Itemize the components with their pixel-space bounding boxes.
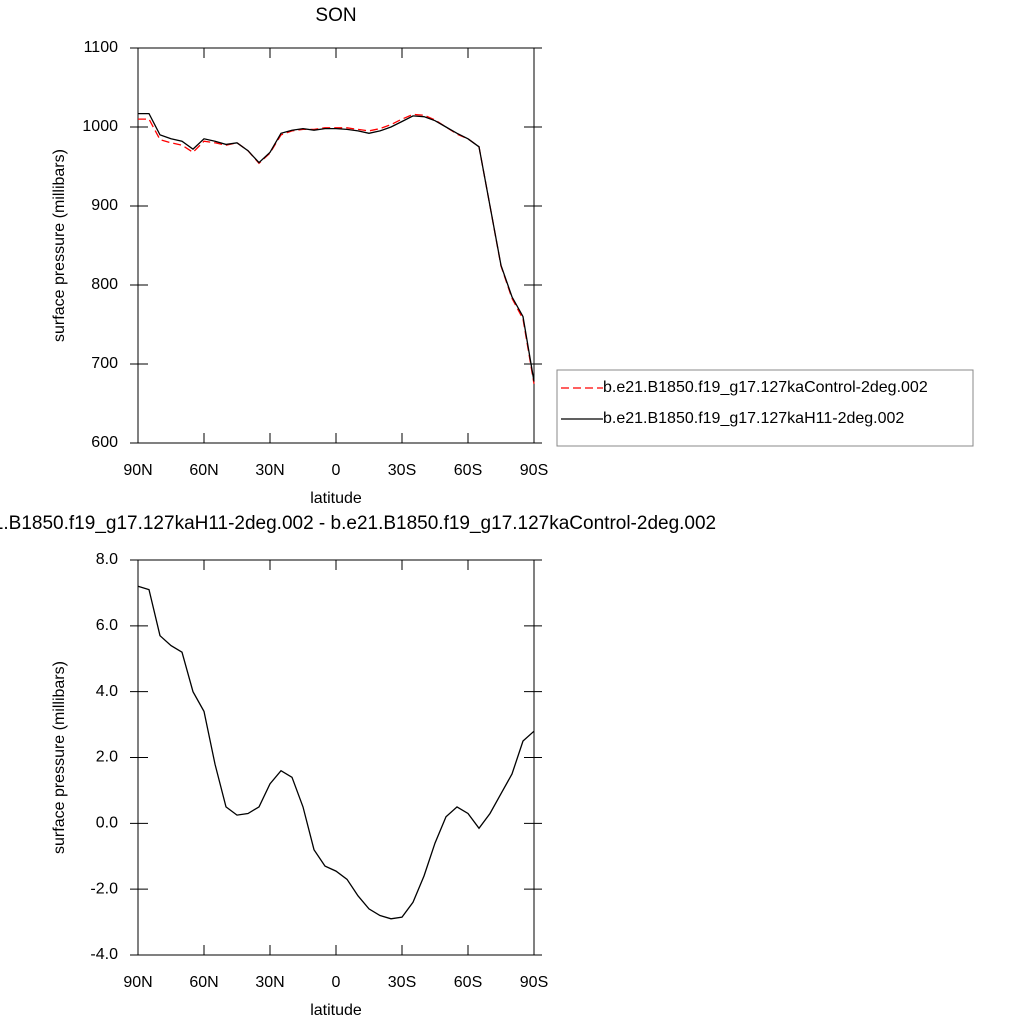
- x-tick-label: 60S: [454, 974, 482, 991]
- y-tick-label: -4.0: [90, 946, 118, 963]
- x-tick-label: 0: [332, 462, 341, 479]
- y-tick-label: 8.0: [96, 551, 118, 568]
- x-tick-label: 90S: [520, 974, 548, 991]
- x-tick-label: 0: [332, 974, 341, 991]
- x-tick-label: 30N: [255, 462, 284, 479]
- x-tick-label: 30N: [255, 974, 284, 991]
- plot-frame: [137, 47, 535, 444]
- data-line: [137, 585, 535, 920]
- x-tick-label: 90N: [123, 462, 152, 479]
- y-tick-label: 700: [91, 355, 118, 372]
- y-tick-label: 6.0: [96, 617, 118, 634]
- y-tick-label: 900: [91, 197, 118, 214]
- chart-title: SON: [315, 5, 356, 26]
- x-tick-label: 60N: [189, 974, 218, 991]
- y-tick-label: 2.0: [96, 749, 118, 766]
- y-tick-label: 600: [91, 434, 118, 451]
- x-tick-label: 60S: [454, 462, 482, 479]
- legend-box: [556, 369, 974, 447]
- plot-frame: [137, 559, 535, 956]
- x-tick-label: 30S: [388, 974, 416, 991]
- y-axis-label: surface pressure (millibars): [51, 661, 68, 854]
- data-line: [138, 113, 535, 384]
- x-tick-label: 60N: [189, 462, 218, 479]
- legend-label: b.e21.B1850.f19_g17.127kaH11-2deg.002: [603, 410, 904, 427]
- legend-label: b.e21.B1850.f19_g17.127kaControl-2deg.00…: [603, 379, 928, 396]
- y-tick-label: -2.0: [90, 880, 118, 897]
- x-tick-label: 90N: [123, 974, 152, 991]
- x-axis-label: latitude: [310, 490, 362, 507]
- chart-title: b.e21.B1850.f19_g17.127kaH11-2deg.002 - …: [0, 513, 716, 534]
- x-tick-label: 90S: [520, 462, 548, 479]
- y-tick-label: 4.0: [96, 683, 118, 700]
- y-tick-label: 800: [91, 276, 118, 293]
- data-line: [138, 112, 535, 382]
- x-tick-label: 30S: [388, 462, 416, 479]
- x-axis-label: latitude: [310, 1002, 362, 1019]
- y-axis-label: surface pressure (millibars): [51, 149, 68, 342]
- y-tick-label: 1100: [84, 39, 119, 56]
- y-tick-label: 0.0: [96, 815, 118, 832]
- y-tick-label: 1000: [82, 118, 118, 135]
